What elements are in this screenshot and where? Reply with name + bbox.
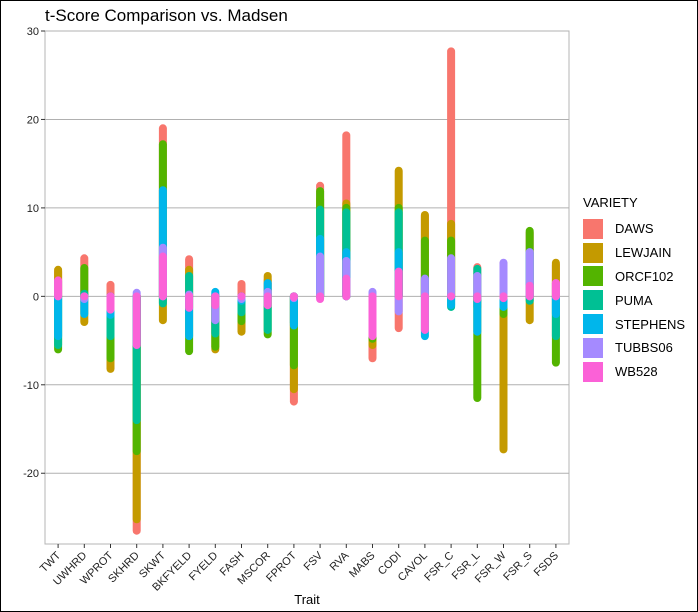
legend-item: TUBBS06 [583,336,685,360]
chart-title: t-Score Comparison vs. Madsen [45,6,288,25]
panel-border [44,30,570,545]
legend-item: WB528 [583,360,685,384]
y-tick-label: -20 [23,468,39,480]
legend-item: LEWJAIN [583,241,685,265]
legend-label: PUMA [615,292,653,308]
legend-label: LEWJAIN [615,245,672,261]
x-tick-label: FSR_C [422,550,456,584]
legend-label: DAWS [615,221,654,237]
legend-swatch [583,266,603,287]
legend-item: PUMA [583,288,685,312]
legend-swatch [583,337,603,358]
legend-item: STEPHENS [583,312,685,336]
legend-item: ORCF102 [583,265,685,289]
legend-items: DAWS LEWJAIN ORCF102 PUMA STEPHENS TUBBS06 WB5… [583,217,685,384]
x-tick-label: FYELD [187,550,221,584]
legend-label: ORCF102 [615,268,674,284]
legend-label: WB528 [615,364,658,380]
x-tick-label: FSR_S [501,550,535,584]
legend-swatch [583,242,603,263]
x-tick-label: FSV [302,549,326,573]
x-tick-label: FPROT [264,549,299,584]
y-tick-label: 30 [27,26,39,38]
y-tick-label: 20 [27,114,39,126]
legend-swatch [583,314,603,335]
x-tick-label: MABS [347,550,378,581]
legend-swatch [583,218,603,239]
series-wb528 [54,252,560,349]
legend-swatch [583,361,603,382]
x-axis-title: Trait [294,592,320,607]
y-tick-label: -10 [23,380,39,392]
y-tick-label: 10 [27,203,39,215]
x-tick-label: FSDS [532,550,561,579]
legend-title: VARIETY [583,195,638,210]
legend-item: DAWS [583,217,685,241]
y-tick-label: 0 [33,291,39,303]
legend-swatch [583,290,603,311]
legend: VARIETY DAWS LEWJAIN ORCF102 PUMA STEPHENS TU… [583,195,685,384]
legend-label: STEPHENS [615,316,686,332]
legend-label: TUBBS06 [615,340,673,356]
